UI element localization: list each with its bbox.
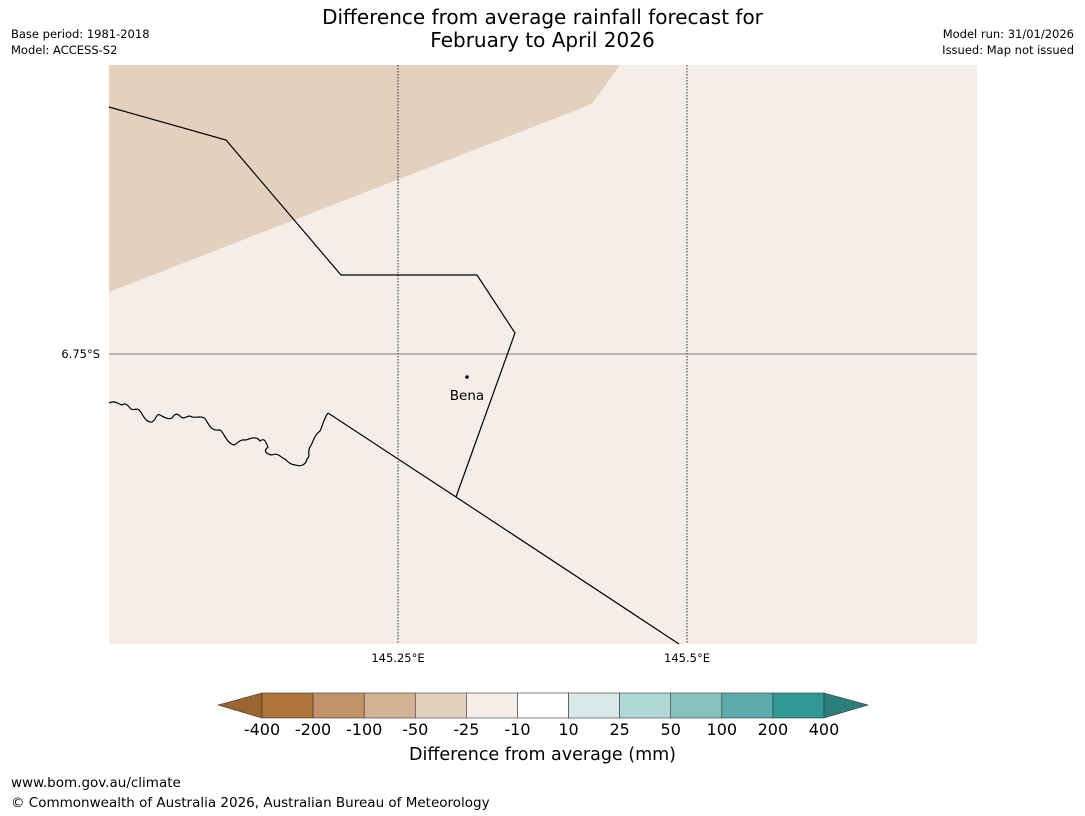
model-run: Model run: 31/01/2026: [942, 27, 1074, 41]
colorbar-tick-label: 400: [808, 720, 840, 739]
colorbar-box: [312, 692, 365, 719]
colorbar-tick-label: 200: [757, 720, 789, 739]
colorbar-extend-low: [216, 692, 263, 719]
colorbar-box: [619, 692, 672, 719]
lon-label-145-5: 145.5°E: [664, 651, 710, 665]
meta-left: Base period: 1981-2018 Model: ACCESS-S2: [11, 26, 150, 58]
colorbar-tick-label: -100: [346, 720, 383, 739]
colorbar-tick-label: -10: [504, 720, 531, 739]
colorbar-box: [670, 692, 723, 719]
model-name: Model: ACCESS-S2: [11, 43, 118, 57]
colorbar-tick-label: -50: [402, 720, 429, 739]
colorbar-title: Difference from average (mm): [408, 745, 677, 765]
title-line-1: Difference from average rainfall forecas…: [322, 5, 763, 29]
colorbar-box: [772, 692, 825, 719]
footer-url[interactable]: www.bom.gov.au/climate: [11, 775, 181, 791]
colorbar-box: [414, 692, 467, 719]
colorbar-box: [721, 692, 774, 719]
province-border: [108, 106, 516, 498]
colorbar-box: [363, 692, 416, 719]
issued-status: Issued: Map not issued: [942, 43, 1074, 57]
town-label-bena: Bena: [449, 388, 485, 404]
colorbar-box: [261, 692, 314, 719]
meta-right: Model run: 31/01/2026 Issued: Map not is…: [942, 26, 1074, 58]
base-period: Base period: 1981-2018: [11, 27, 150, 41]
footer-copyright: © Commonwealth of Australia 2026, Austra…: [11, 795, 490, 811]
title-line-2: February to April 2026: [430, 28, 655, 52]
colorbar-tick-label: -400: [243, 720, 281, 739]
colorbar-tick-label: -25: [453, 720, 480, 739]
colorbar-box: [517, 692, 569, 719]
lon-label-145-25: 145.25°E: [371, 651, 425, 665]
colorbar-extend-high: [823, 692, 870, 719]
colorbar-box: [466, 692, 518, 719]
town-marker-bena[interactable]: [465, 375, 469, 379]
dry-anomaly-region: [109, 65, 620, 292]
colorbar-box: [568, 692, 620, 719]
colorbar-tick-label: 10: [558, 720, 579, 739]
colorbar-boxes: [261, 692, 825, 719]
colorbar-tick-label: 50: [660, 720, 681, 739]
lat-label: 6.75°S: [61, 347, 100, 361]
district-boundary: [108, 401, 329, 467]
colorbar-tick-label: -200: [294, 720, 332, 739]
map-title: Difference from average rainfall forecas…: [0, 6, 1085, 52]
province-border-south: [327, 412, 680, 645]
colorbar-tick-label: 25: [609, 720, 630, 739]
colorbar-tick-label: 100: [706, 720, 738, 739]
